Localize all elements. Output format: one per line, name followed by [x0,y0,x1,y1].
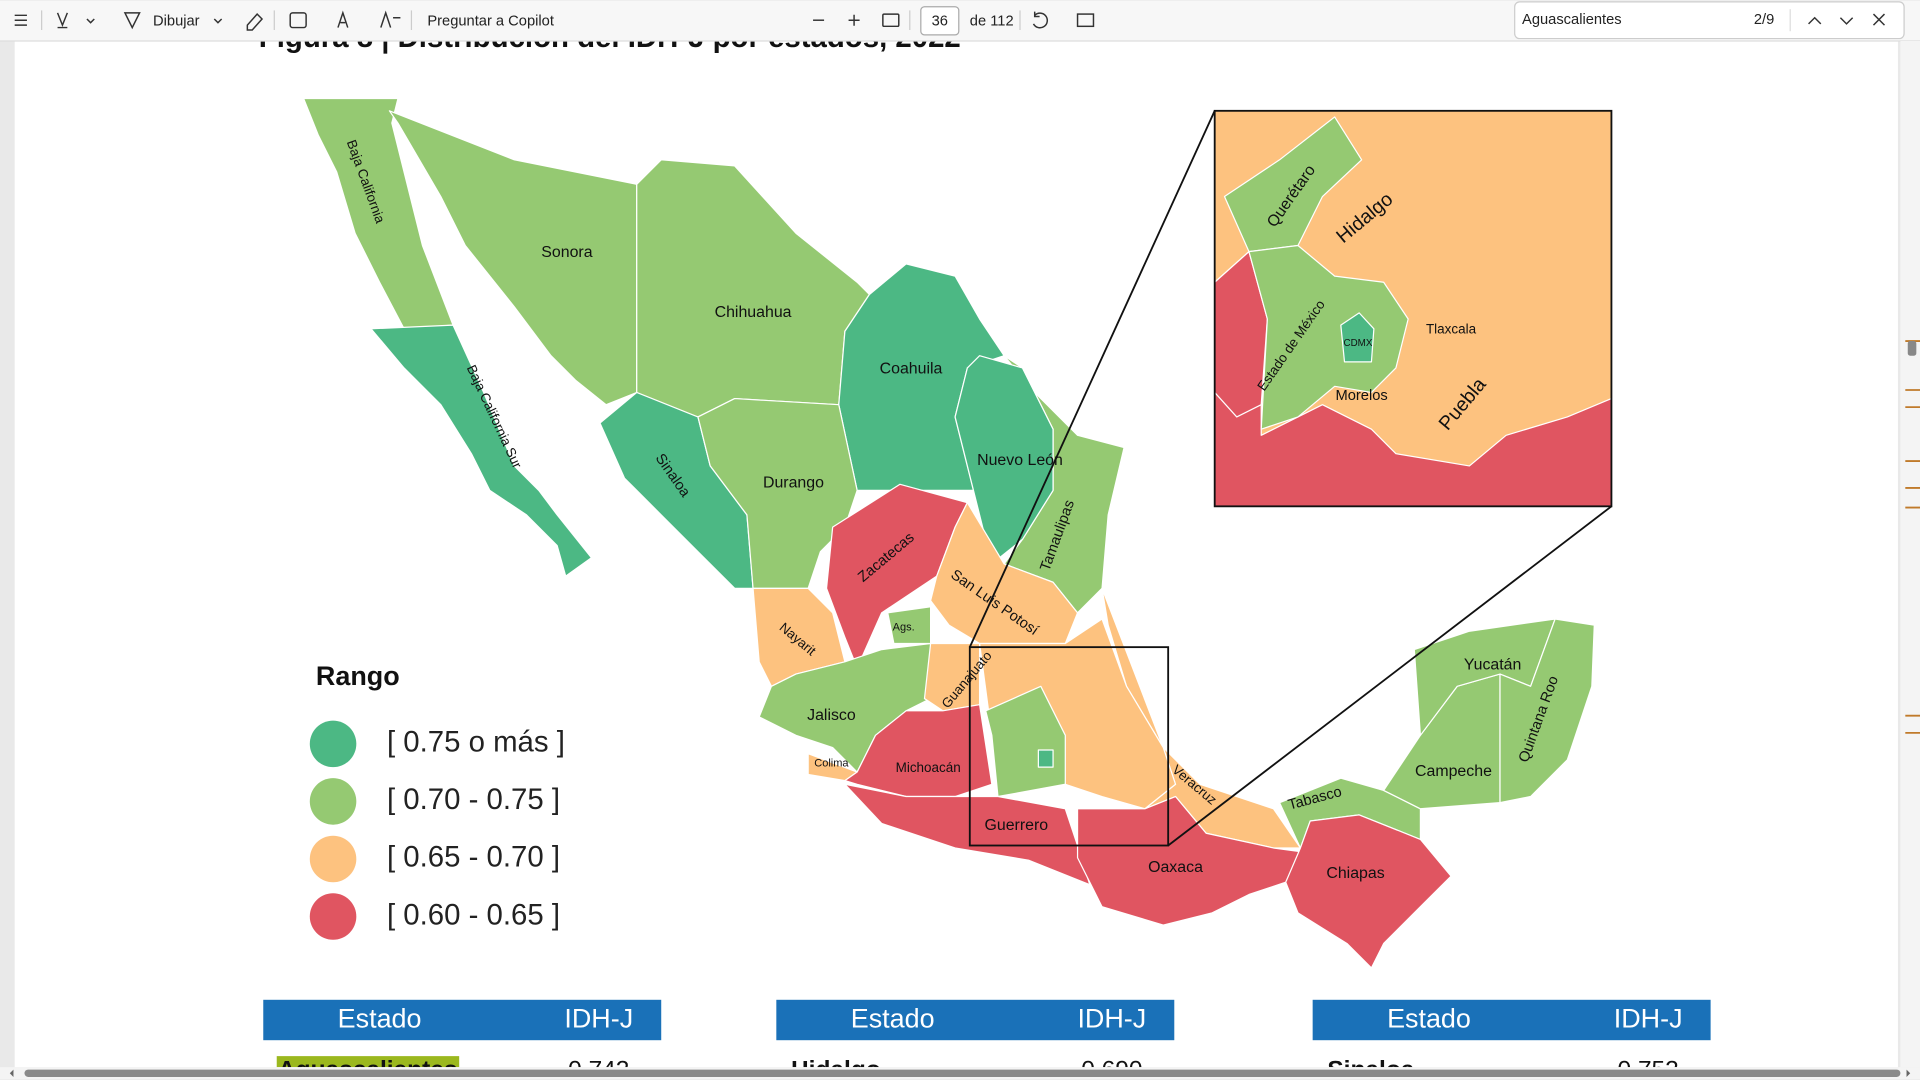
search-highlight [276,1056,460,1068]
draw-menu[interactable] [213,18,223,24]
table-cell: 0.690 [1081,1056,1142,1080]
table-header [776,999,1175,1041]
inset-map [1213,109,1613,508]
state-label: Campeche [1415,763,1492,780]
state-label: Coahuila [880,360,943,377]
state-label: CDMX [1344,338,1373,349]
search-next[interactable] [1839,17,1854,25]
table-cell: 0.742 [568,1056,629,1080]
translate-button[interactable] [380,10,401,28]
contents-button[interactable] [14,14,27,26]
legend-swatch [309,893,357,940]
eraser-button[interactable] [246,13,264,31]
state-label: Chihuahua [715,304,792,321]
table-header-cell: Estado [851,1004,935,1034]
scrollbars [0,41,1920,1080]
table-header-cell: Estado [338,1004,422,1034]
table-header [263,999,662,1041]
state-label: Michoacán [896,760,961,775]
figure-title: Figura 8 | Distribución del IDH-J por es… [259,21,961,54]
table-cell: 0.752 [1618,1056,1679,1080]
legend-title: Rango [316,661,400,691]
legend-label: [ 0.75 o más ] [387,726,565,759]
page-input[interactable] [920,6,960,36]
page-content: Figura 8 | Distribución del IDH-J por es… [259,21,1711,1080]
fit-button[interactable] [882,13,900,28]
table-header [1312,999,1711,1041]
table-cell: Hidalgo [791,1056,881,1080]
page-number[interactable]: 36 [932,13,948,29]
legend-swatch [309,835,357,883]
page-view-button[interactable] [1076,13,1095,28]
state-label: Tlaxcala [1426,322,1477,337]
table-header-cell: Estado [1387,1004,1471,1034]
state-label: Yucatán [1464,657,1522,674]
state-label: Guerrero [984,817,1048,834]
state-label: Chiapas [1326,865,1384,882]
map [303,97,1612,969]
legend-label: [ 0.60 - 0.65 ] [387,898,560,931]
legend-swatch [309,720,357,768]
table-cell: Aguascalientes [278,1056,458,1080]
search-close[interactable] [1872,13,1886,26]
legend-label: [ 0.70 - 0.75 ] [387,783,560,816]
table-header-cell: IDH-J [1614,1004,1683,1034]
state-label: Sonora [541,244,592,261]
state-label: Jalisco [807,707,856,724]
draw-label[interactable]: Dibujar [153,13,200,29]
search-count: 2/9 [1754,12,1774,28]
search-query[interactable]: Aguascalientes [1522,12,1622,28]
legend-swatch [309,778,357,825]
state-label: Oaxaca [1148,859,1203,876]
zoom-in[interactable] [848,14,860,26]
search-box[interactable] [1514,1,1905,40]
draw-button[interactable] [123,12,141,30]
read-aloud-button[interactable] [337,10,349,28]
tables: Estado IDH-J Aguascalientes 0.742 Estado IDH-… [263,999,1711,1080]
state-label: Ags. [893,621,915,633]
highlight-button[interactable] [56,12,69,29]
copilot-button[interactable]: Preguntar a Copilot [427,13,554,29]
state-label: Colima [814,757,849,769]
state-label: Nuevo León [977,452,1063,469]
legend: Rango [ 0.75 o más ] [ 0.70 - 0.75 ] [ 0.65… [309,661,565,940]
search-previous[interactable] [1808,16,1822,25]
text-button[interactable] [289,12,307,29]
legend-label: [ 0.65 - 0.70 ] [387,841,560,874]
table-cell: Sinaloa [1327,1056,1414,1080]
table-header-cell: IDH-J [564,1004,633,1034]
state-label: Morelos [1336,388,1388,404]
toolbar-icons [14,1,1905,40]
highlight-menu[interactable] [86,18,95,24]
rotate-button[interactable] [1032,11,1049,29]
table-header-cell: IDH-J [1077,1004,1146,1034]
horizontal-scroll-thumb[interactable] [24,1069,1901,1077]
vertical-scroll-thumb[interactable] [1907,341,1917,356]
state-label: Durango [763,474,824,491]
page-total: de 112 [970,13,1014,29]
